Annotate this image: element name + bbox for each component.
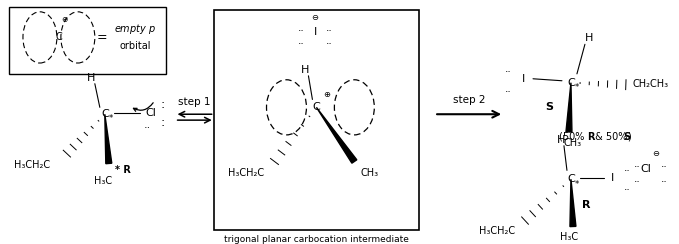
Text: CH₃: CH₃	[361, 168, 378, 178]
Text: ..: ..	[144, 120, 151, 130]
Text: *: *	[575, 83, 579, 92]
Polygon shape	[566, 83, 572, 132]
Text: :: :	[160, 98, 165, 111]
Text: =: =	[96, 31, 107, 44]
Polygon shape	[570, 179, 576, 227]
Text: :: :	[160, 116, 165, 129]
Text: $\oplus$: $\oplus$	[323, 90, 331, 99]
FancyBboxPatch shape	[9, 7, 166, 74]
Text: & 50%: & 50%	[592, 132, 630, 142]
Text: R: R	[587, 132, 594, 142]
Polygon shape	[316, 107, 356, 163]
Text: ..: ..	[623, 182, 630, 192]
Text: *: *	[575, 180, 579, 189]
Text: R: R	[582, 200, 590, 210]
Text: H: H	[87, 73, 95, 83]
Text: H₃C: H₃C	[94, 176, 112, 186]
Text: H₃CH₂C: H₃CH₂C	[228, 168, 265, 178]
Text: ..: ..	[298, 36, 305, 46]
Text: H₃CH₂C: H₃CH₂C	[14, 161, 50, 170]
Text: ..: ..	[661, 174, 667, 184]
Text: S: S	[623, 132, 630, 142]
Text: H: H	[301, 65, 310, 75]
Text: trigonal planar carbocation intermediate: trigonal planar carbocation intermediate	[224, 235, 409, 244]
Text: step 1: step 1	[179, 97, 211, 107]
Text: $\oplus$: $\oplus$	[61, 15, 69, 24]
Text: ): )	[627, 132, 631, 142]
Text: ..: ..	[634, 174, 640, 184]
Text: H₃CH₂C: H₃CH₂C	[479, 226, 515, 236]
Text: ..: ..	[326, 23, 333, 32]
Text: I: I	[314, 27, 317, 37]
Text: C: C	[312, 102, 320, 112]
Polygon shape	[105, 114, 112, 164]
Text: H: H	[585, 33, 593, 43]
Text: *: *	[109, 114, 113, 123]
Text: CH₂CH₃: CH₂CH₃	[633, 79, 669, 89]
Text: Cl: Cl	[640, 164, 651, 174]
Text: I: I	[521, 74, 525, 84]
Text: * R: * R	[115, 165, 130, 175]
Text: ..: ..	[623, 163, 630, 173]
Text: H: H	[557, 135, 565, 145]
FancyBboxPatch shape	[214, 10, 419, 230]
Text: C: C	[567, 78, 575, 88]
Text: C: C	[56, 32, 62, 42]
Text: ..: ..	[504, 84, 511, 94]
Text: H₃C: H₃C	[560, 232, 578, 242]
Text: S: S	[545, 102, 553, 112]
Text: empty $p$: empty $p$	[113, 21, 155, 36]
Text: C: C	[101, 109, 109, 119]
Text: $\ominus$: $\ominus$	[311, 13, 320, 22]
Text: $\ominus$: $\ominus$	[652, 149, 660, 158]
Text: (50%: (50%	[559, 132, 587, 142]
Text: step 2: step 2	[453, 95, 485, 105]
Text: ..: ..	[504, 64, 511, 74]
Text: ..: ..	[326, 36, 333, 46]
FancyArrowPatch shape	[134, 103, 153, 111]
Text: C: C	[567, 174, 575, 184]
Text: ..: ..	[298, 23, 305, 32]
Text: ..: ..	[634, 159, 640, 169]
Text: Cl: Cl	[145, 108, 156, 118]
Text: orbital: orbital	[119, 41, 151, 51]
Text: CH₃: CH₃	[564, 138, 582, 148]
Text: I: I	[611, 173, 614, 183]
Text: ..: ..	[661, 159, 667, 169]
